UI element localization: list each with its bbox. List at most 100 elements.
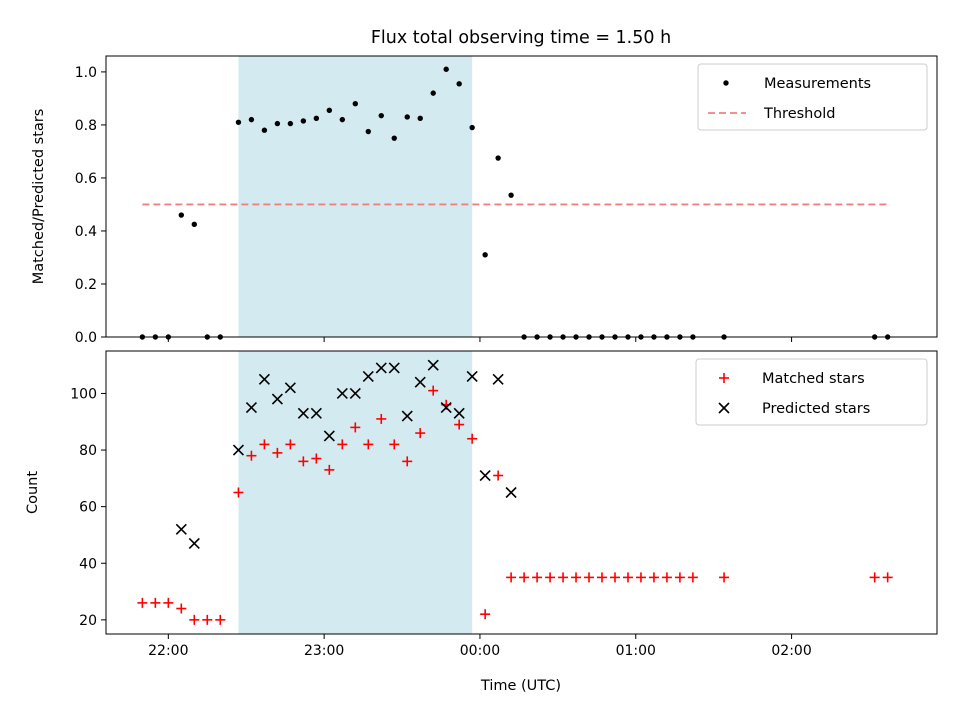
matched-star-point [246, 450, 257, 461]
predicted-star-point [414, 376, 426, 388]
predicted-star-point [453, 407, 465, 419]
matched-star-point [189, 614, 200, 625]
matched-star-point [493, 470, 504, 481]
matched-star-point [635, 572, 646, 583]
predicted-star-point [188, 537, 200, 550]
matched-star-point [272, 447, 283, 458]
measurement-point [313, 115, 320, 121]
matched-star-point [687, 572, 698, 583]
matched-star-point [415, 428, 426, 439]
legend-label: Predicted stars [762, 401, 870, 417]
predicted-star-point [479, 469, 491, 482]
x-b [479, 469, 491, 482]
matched-star-point [285, 439, 296, 450]
matched-star-point [674, 572, 685, 583]
matched-star-point [137, 597, 148, 608]
measurement-point [287, 120, 294, 127]
matched-star-point [428, 385, 439, 396]
x-tick-label: 02:00 [771, 643, 811, 659]
legend: Measurements Threshold [697, 63, 928, 131]
matched-star-point [648, 572, 659, 583]
x-b [297, 407, 309, 419]
axes-frame [105, 350, 938, 635]
measurement-point [300, 118, 307, 124]
y-tick-label: 0.8 [75, 118, 97, 134]
predicted-star-point [232, 444, 245, 456]
predicted-star-point [362, 370, 374, 383]
predicted-star-point [258, 373, 270, 385]
x-b [505, 486, 517, 499]
matched-star-point [480, 609, 491, 620]
matched-star-point [402, 456, 413, 467]
matched-star-point [202, 614, 213, 625]
predicted-star-point [336, 387, 348, 400]
matched-star-point [719, 572, 730, 583]
matched-star-point [622, 572, 633, 583]
measurement-point [326, 107, 333, 114]
y-axis-label: Count [25, 471, 41, 514]
measurement-point [495, 155, 501, 161]
matched-star-point [882, 572, 893, 583]
predicted-star-point [440, 402, 452, 414]
matched-star-point [259, 439, 270, 450]
y-tick-label: 0.6 [75, 171, 97, 187]
legend-box [697, 63, 928, 131]
x-b [310, 407, 322, 419]
matched-star-point [215, 614, 226, 625]
matched-star-point [176, 603, 187, 614]
legend-measurement-swatch [723, 80, 729, 86]
y-tick-label: 40 [79, 556, 97, 572]
y-axis-label: Matched/Predicted stars [31, 109, 47, 285]
y-tick-label: 0.4 [75, 224, 97, 240]
measurement-point [469, 124, 475, 131]
y-tick-label: 60 [79, 500, 97, 516]
predicted-star-point [245, 402, 257, 414]
matched-star-point [558, 572, 569, 583]
x-tick-label: 23:00 [304, 643, 344, 659]
matched-star-point [376, 413, 387, 424]
x-b [284, 382, 296, 394]
top-panel: 0.0 0.2 0.4 0.6 0.8 1.0 Matched/Predicted star… [31, 55, 938, 346]
measurement-point [430, 90, 436, 96]
x-b [349, 387, 361, 400]
measurement-point [482, 252, 488, 258]
measurement-point [508, 192, 514, 198]
y-tick-label: 0.0 [75, 330, 97, 346]
x-b [232, 444, 245, 456]
matched-star-point [545, 572, 556, 583]
measurement-point [274, 120, 281, 127]
predicted-star-point [271, 393, 283, 405]
measurement-point [178, 212, 185, 218]
x-b [414, 376, 426, 388]
predicted-star-point [492, 373, 504, 385]
legend: Matched stars Predicted stars [695, 358, 928, 426]
x-b [453, 407, 465, 419]
matched-star-point [467, 433, 478, 444]
x-b [245, 402, 257, 414]
y-tick-label: 1.0 [75, 65, 97, 81]
predicted-star-point [505, 486, 517, 499]
predicted-star-point [349, 387, 361, 400]
x-b [258, 373, 270, 385]
predicted-star-point [401, 410, 413, 422]
measurement-point [248, 116, 255, 123]
measurement-point [352, 101, 358, 107]
y-tick-label: 100 [70, 386, 97, 402]
axes-frame [105, 55, 938, 338]
x-b [188, 537, 200, 550]
matched-star-point [532, 572, 543, 583]
matched-star-point [584, 572, 595, 583]
legend-label: Threshold [763, 106, 835, 122]
x-b [175, 523, 187, 535]
legend-label: Measurements [764, 76, 871, 92]
predicted-star-point [284, 382, 296, 394]
predicted-star-point [310, 407, 322, 419]
x-b [362, 370, 374, 383]
predicted-star-point [175, 523, 187, 535]
matched-star-point [337, 439, 348, 450]
legend-box [695, 358, 928, 426]
x-tick-label: 22:00 [148, 643, 188, 659]
matched-star-point [454, 419, 465, 430]
matched-star-point [363, 439, 374, 450]
